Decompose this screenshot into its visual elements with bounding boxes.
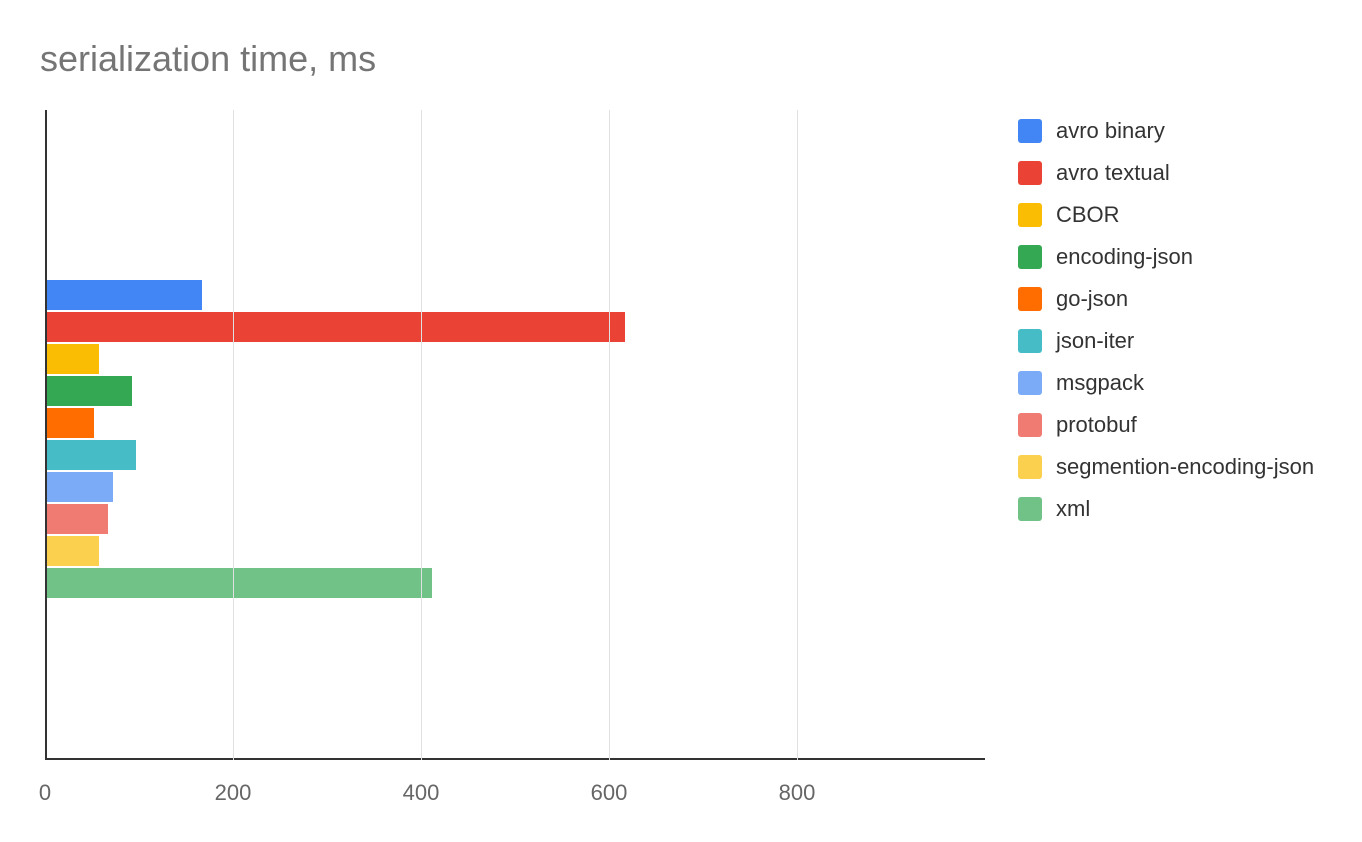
x-tick-label: 600 [591, 780, 628, 806]
legend-swatch [1018, 203, 1042, 227]
legend-label: xml [1056, 496, 1090, 522]
bar [47, 440, 136, 470]
plot-area: 0200400600800 [45, 110, 985, 760]
legend-swatch [1018, 161, 1042, 185]
legend-label: protobuf [1056, 412, 1137, 438]
legend-item: segmention-encoding-json [1018, 446, 1314, 488]
legend-label: avro textual [1056, 160, 1170, 186]
legend-item: avro binary [1018, 110, 1314, 152]
bar [47, 376, 132, 406]
legend-item: protobuf [1018, 404, 1314, 446]
legend-swatch [1018, 455, 1042, 479]
x-tick-label: 800 [779, 780, 816, 806]
legend-item: json-iter [1018, 320, 1314, 362]
x-gridline [421, 110, 422, 760]
x-gridline [233, 110, 234, 760]
legend-label: avro binary [1056, 118, 1165, 144]
legend-swatch [1018, 245, 1042, 269]
legend-item: encoding-json [1018, 236, 1314, 278]
x-tick-label: 200 [215, 780, 252, 806]
bar [47, 536, 99, 566]
legend-label: go-json [1056, 286, 1128, 312]
legend-swatch [1018, 329, 1042, 353]
x-gridline [797, 110, 798, 760]
legend-swatch [1018, 497, 1042, 521]
legend-item: go-json [1018, 278, 1314, 320]
legend: avro binary avro textual CBOR encoding-json… [1018, 110, 1314, 530]
legend-label: segmention-encoding-json [1056, 454, 1314, 480]
legend-swatch [1018, 371, 1042, 395]
bar [47, 568, 432, 598]
bar [47, 280, 202, 310]
bars-container [47, 110, 985, 760]
legend-swatch [1018, 413, 1042, 437]
bar [47, 344, 99, 374]
x-gridline [609, 110, 610, 760]
legend-label: msgpack [1056, 370, 1144, 396]
legend-swatch [1018, 287, 1042, 311]
x-tick-label: 400 [403, 780, 440, 806]
legend-item: CBOR [1018, 194, 1314, 236]
legend-swatch [1018, 119, 1042, 143]
bar [47, 504, 108, 534]
legend-item: msgpack [1018, 362, 1314, 404]
x-tick-label: 0 [39, 780, 51, 806]
legend-label: json-iter [1056, 328, 1134, 354]
bar [47, 472, 113, 502]
bar [47, 312, 625, 342]
legend-item: xml [1018, 488, 1314, 530]
bar [47, 408, 94, 438]
legend-item: avro textual [1018, 152, 1314, 194]
chart-title: serialization time, ms [40, 38, 376, 80]
legend-label: CBOR [1056, 202, 1120, 228]
legend-label: encoding-json [1056, 244, 1193, 270]
